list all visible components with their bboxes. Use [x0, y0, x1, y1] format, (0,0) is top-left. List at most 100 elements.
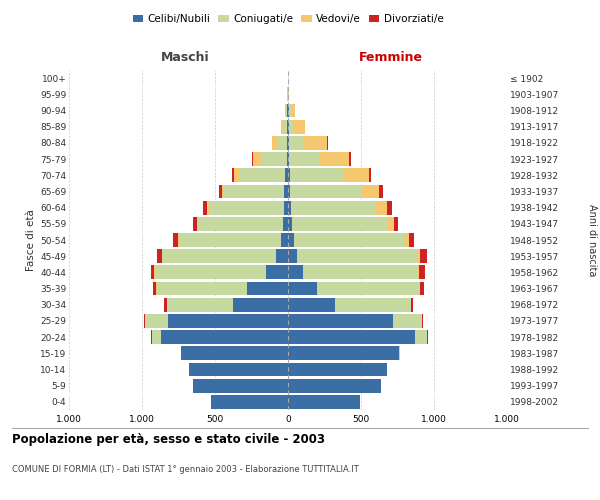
Bar [146, 314, 168, 328]
Bar [419, 266, 425, 280]
Bar [288, 314, 393, 328]
Bar [284, 200, 288, 214]
Bar [369, 168, 371, 182]
Bar [379, 184, 383, 198]
Bar [335, 298, 410, 312]
Bar [197, 217, 198, 230]
Bar [288, 233, 294, 247]
Bar [409, 233, 414, 247]
Bar [289, 120, 293, 134]
Bar [387, 200, 392, 214]
Bar [376, 200, 387, 214]
Bar [284, 184, 288, 198]
Bar [394, 217, 398, 230]
Bar [419, 282, 420, 296]
Bar [240, 168, 285, 182]
Bar [164, 298, 167, 312]
Bar [207, 200, 209, 214]
Bar [283, 217, 288, 230]
Bar [278, 136, 287, 149]
Text: Anni di nascita: Anni di nascita [587, 204, 597, 276]
Bar [272, 136, 278, 149]
Bar [178, 233, 179, 247]
Bar [232, 168, 234, 182]
Bar [393, 314, 422, 328]
Bar [252, 152, 253, 166]
Bar [286, 104, 287, 118]
Bar [302, 136, 328, 149]
Bar [153, 282, 156, 296]
Text: Maschi: Maschi [161, 50, 209, 64]
Bar [291, 104, 295, 118]
Y-axis label: Fasce di età: Fasce di età [26, 209, 36, 271]
Bar [151, 330, 152, 344]
Bar [163, 250, 277, 263]
Bar [362, 184, 379, 198]
Bar [288, 346, 399, 360]
Bar [151, 266, 154, 280]
Bar [320, 152, 349, 166]
Bar [288, 282, 317, 296]
Bar [288, 152, 289, 166]
Bar [277, 250, 288, 263]
Bar [234, 168, 240, 182]
Bar [287, 136, 288, 149]
Bar [420, 282, 424, 296]
Text: COMUNE DI FORMIA (LT) - Dati ISTAT 1° gennaio 2003 - Elaborazione TUTTITALIA.IT: COMUNE DI FORMIA (LT) - Dati ISTAT 1° ge… [12, 466, 359, 474]
Bar [287, 120, 288, 134]
Bar [288, 217, 292, 230]
Bar [288, 200, 291, 214]
Bar [399, 346, 400, 360]
Bar [193, 217, 197, 230]
Bar [284, 120, 287, 134]
Bar [417, 250, 420, 263]
Bar [198, 217, 283, 230]
Bar [415, 330, 427, 344]
Bar [349, 152, 351, 166]
Bar [288, 362, 387, 376]
Bar [292, 217, 386, 230]
Bar [288, 298, 335, 312]
Bar [294, 233, 405, 247]
Bar [420, 250, 427, 263]
Bar [247, 282, 288, 296]
Bar [168, 314, 288, 328]
Bar [154, 266, 155, 280]
Bar [179, 233, 281, 247]
Bar [173, 233, 178, 247]
Bar [288, 120, 289, 134]
Bar [157, 250, 162, 263]
Bar [162, 250, 163, 263]
Bar [386, 217, 394, 230]
Bar [298, 250, 417, 263]
Bar [203, 200, 207, 214]
Bar [220, 184, 221, 198]
Bar [209, 200, 284, 214]
Bar [285, 168, 288, 182]
Bar [422, 314, 424, 328]
Bar [289, 136, 302, 149]
Bar [287, 152, 288, 166]
Bar [427, 330, 428, 344]
Bar [289, 152, 320, 166]
Bar [152, 330, 161, 344]
Bar [418, 266, 419, 280]
Bar [157, 282, 247, 296]
Bar [281, 120, 284, 134]
Bar [288, 395, 359, 409]
Bar [144, 314, 145, 328]
Bar [288, 266, 302, 280]
Bar [266, 266, 288, 280]
Bar [233, 298, 288, 312]
Bar [221, 184, 224, 198]
Bar [285, 104, 286, 118]
Bar [405, 233, 409, 247]
Bar [224, 184, 284, 198]
Bar [211, 395, 288, 409]
Bar [344, 168, 369, 182]
Bar [155, 266, 266, 280]
Bar [288, 104, 289, 118]
Bar [253, 152, 262, 166]
Bar [288, 330, 415, 344]
Bar [181, 346, 288, 360]
